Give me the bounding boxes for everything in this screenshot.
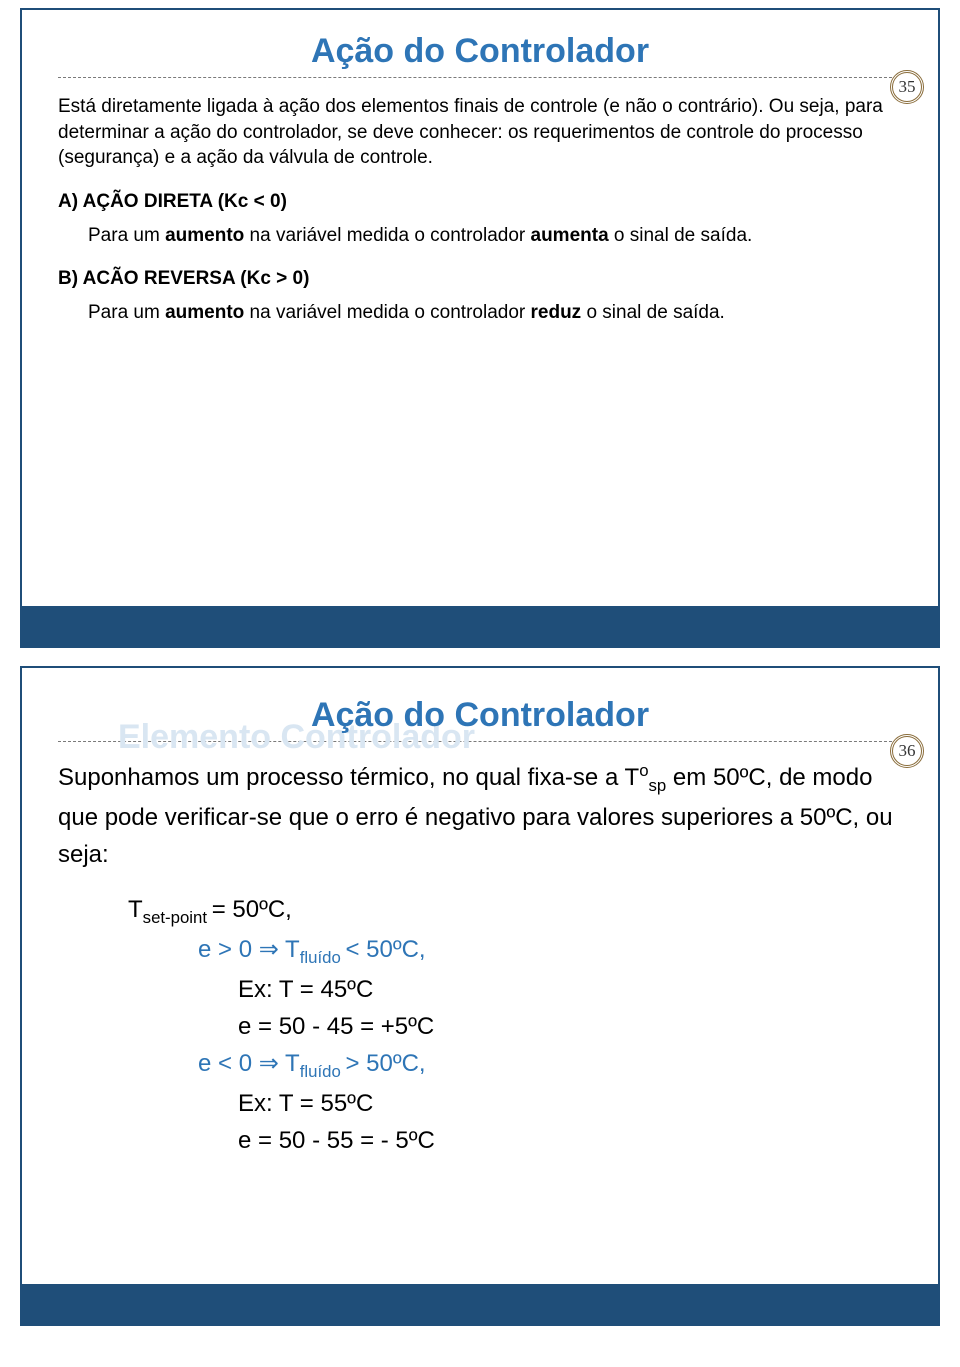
l1-pre: T [128, 896, 143, 923]
section-a-bold1: aumento [165, 225, 244, 246]
section-b-heading: B) ACÃO REVERSA (Kc > 0) [58, 266, 902, 292]
l1-post: = 50ºC, [212, 896, 292, 923]
divider [58, 77, 902, 78]
slide-35: Ação do Controlador 35 Está diretamente … [20, 8, 940, 648]
page-number-badge: 36 [890, 734, 924, 768]
bottom-bar [22, 606, 938, 646]
section-b-mid: na variável medida o controlador [244, 302, 530, 323]
section-a-mid: na variável medida o controlador [244, 225, 530, 246]
section-a-heading: A) AÇÃO DIRETA (Kc < 0) [58, 189, 902, 215]
slide-35-title: Ação do Controlador [58, 32, 902, 71]
section-a-bold2: aumenta [531, 225, 609, 246]
p36-pre: Suponhamos um processo térmico, no qual … [58, 764, 639, 791]
title-wrap: Elemento Controlador Ação do Controlador [58, 690, 902, 735]
l5-post: > 50ºC, [345, 1050, 425, 1077]
line-5: e < 0 ⇒ Tfluído > 50ºC, [58, 1045, 902, 1085]
slide-35-inner: Ação do Controlador 35 Está diretamente … [22, 10, 938, 325]
page-number-badge: 35 [890, 70, 924, 104]
intro-paragraph-36: Suponhamos um processo térmico, no qual … [58, 758, 902, 873]
section-b-bold1: aumento [165, 302, 244, 323]
line-6: Ex: T = 55ºC [58, 1085, 902, 1122]
l2-sub: fluído [300, 948, 346, 967]
line-7: e = 50 - 55 = - 5ºC [58, 1122, 902, 1159]
line-3: Ex: T = 45ºC [58, 971, 902, 1008]
line-4: e = 50 - 45 = +5ºC [58, 1008, 902, 1045]
l2-post: < 50ºC, [345, 936, 425, 963]
section-b-body: Para um aumento na variável medida o con… [58, 300, 902, 326]
slide-36: Elemento Controlador Ação do Controlador… [20, 666, 940, 1326]
l5-sub: fluído [300, 1062, 346, 1081]
bottom-bar [22, 1284, 938, 1324]
intro-paragraph: Está diretamente ligada à ação dos eleme… [58, 94, 902, 171]
p36-sub: sp [649, 776, 667, 795]
l2-pre: e > 0 ⇒ T [198, 936, 300, 963]
slide-36-inner: Elemento Controlador Ação do Controlador… [22, 668, 938, 1159]
p36-sup: o [639, 761, 648, 780]
section-b-pre: Para um [88, 302, 165, 323]
slide-36-title: Ação do Controlador [311, 696, 649, 734]
page-number: 35 [899, 77, 916, 97]
l1-sub: set-point [143, 908, 212, 927]
line-1: Tset-point = 50ºC, [58, 891, 902, 931]
section-a-body: Para um aumento na variável medida o con… [58, 223, 902, 249]
section-a-pre: Para um [88, 225, 165, 246]
line-2: e > 0 ⇒ Tfluído < 50ºC, [58, 931, 902, 971]
section-b-post: o sinal de saída. [581, 302, 725, 323]
section-b-bold2: reduz [531, 302, 582, 323]
page-number: 36 [899, 741, 916, 761]
section-a-post: o sinal de saída. [609, 225, 753, 246]
l5-pre: e < 0 ⇒ T [198, 1050, 300, 1077]
